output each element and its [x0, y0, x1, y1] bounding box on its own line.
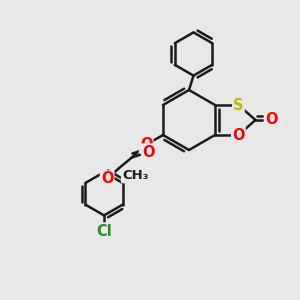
- Text: O: O: [232, 128, 244, 142]
- Text: O: O: [101, 171, 113, 186]
- Text: O: O: [140, 137, 152, 152]
- Text: Cl: Cl: [96, 224, 112, 238]
- Text: O: O: [265, 112, 277, 128]
- Text: CH₃: CH₃: [122, 169, 148, 182]
- Text: S: S: [233, 98, 244, 112]
- Text: O: O: [142, 145, 154, 160]
